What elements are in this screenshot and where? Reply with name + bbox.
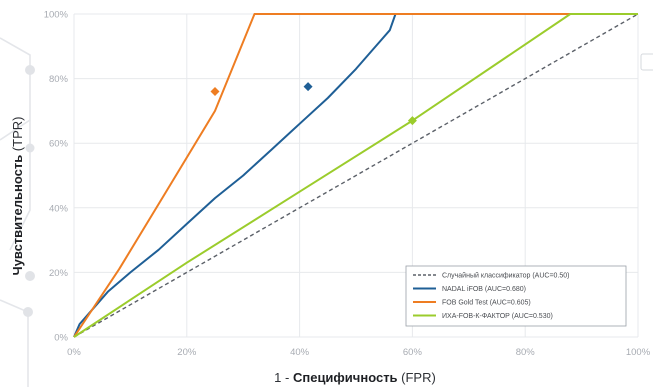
background-decoration (0, 37, 35, 387)
x-tick-label: 60% (403, 347, 423, 358)
y-tick-label: 0% (54, 333, 68, 344)
y-tick-label: 60% (49, 139, 69, 150)
gridlines (73, 13, 639, 338)
y-tick-label: 40% (49, 203, 69, 214)
x-axis-title-suffix: (FPR) (398, 370, 436, 385)
series-lines (73, 13, 639, 338)
series-line-0 (73, 13, 639, 338)
series-line-2 (73, 13, 638, 338)
x-tick-label: 100% (626, 347, 651, 358)
y-axis-title: Чувствительность (TPR) (10, 117, 25, 276)
side-panel-stub (640, 53, 653, 71)
y-tick-label: 20% (49, 268, 69, 279)
series-line-3 (73, 13, 638, 338)
legend-label-0: Случайный классификатор (AUC=0.50) (442, 272, 570, 280)
x-tick-label: 40% (290, 347, 310, 358)
series-marker-3 (407, 116, 417, 126)
y-axis-title-strong: Чувствительность (10, 155, 25, 276)
x-axis-title-strong: Специфичность (293, 370, 398, 385)
legend-box (405, 265, 627, 327)
y-tick-label: 80% (49, 74, 69, 85)
legend-label-1: NADAL iFOB (AUC=0.680) (442, 286, 526, 293)
series-markers (210, 82, 417, 126)
x-axis-title-prefix: 1 - (274, 370, 293, 385)
x-axis-title: 1 - Специфичность (FPR) (274, 370, 436, 385)
series-line-1 (73, 13, 638, 338)
legend-label-2: FOB Gold Test (AUC=0.605) (442, 300, 531, 307)
series-marker-1 (303, 82, 313, 92)
x-tick-label: 80% (516, 347, 536, 358)
y-axis-title-suffix: (TPR) (10, 117, 25, 155)
x-tick-label: 0% (67, 347, 81, 358)
x-tick-label: 20% (177, 347, 197, 358)
legend: Случайный классификатор (AUC=0.50) NADAL … (405, 265, 627, 327)
legend-label-3: ИХА-FOB-К-ФАКТОР (AUC=0.530) (442, 313, 553, 320)
tick-labels: 0% 20% 40% 60% 80% 100% 0% 20% 40% 60% 80% 100% (44, 10, 651, 359)
series-marker-2 (210, 87, 220, 97)
y-tick-label: 100% (44, 10, 69, 21)
